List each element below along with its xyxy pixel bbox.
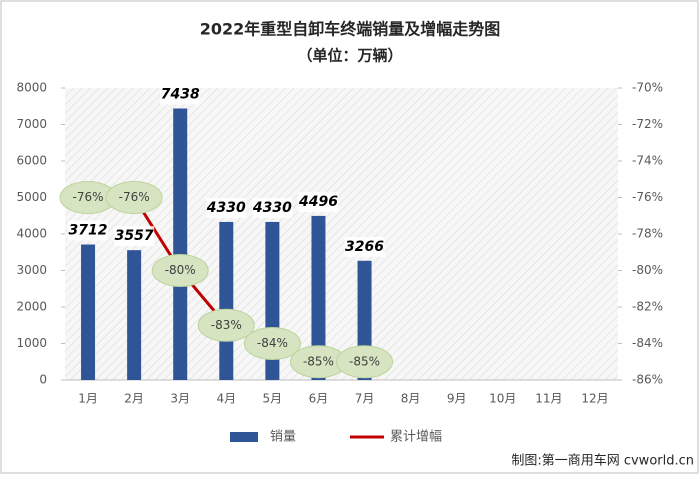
x-tick-label: 4月: [216, 392, 236, 406]
x-tick-label: 5月: [263, 392, 283, 406]
bar: [311, 215, 326, 380]
value-label: 4330: [206, 200, 246, 216]
y2-tick-label: -70%: [632, 81, 663, 95]
y-tick-label: 0: [39, 373, 47, 387]
value-label: -80%: [165, 263, 196, 277]
bar: [173, 108, 188, 380]
value-label: 3712: [69, 223, 108, 239]
value-label: -85%: [303, 354, 334, 368]
value-label: -84%: [257, 336, 288, 350]
y-tick-label: 2000: [16, 300, 47, 314]
value-label-bubble: [105, 181, 163, 214]
bar: [219, 221, 234, 380]
y-tick-label: 4000: [16, 227, 47, 241]
y-tick-label: 6000: [16, 154, 47, 168]
value-label-bubble: [151, 254, 209, 287]
y2-tick-label: -74%: [632, 154, 663, 168]
legend-label: 累计增幅: [390, 430, 442, 445]
y2-tick-label: -78%: [632, 227, 663, 241]
y-tick-label: 7000: [16, 117, 47, 131]
bar: [127, 250, 142, 380]
value-label: -83%: [211, 318, 242, 332]
y2-tick-label: -84%: [632, 336, 663, 350]
value-label: 4496: [298, 194, 338, 210]
value-label-bubble: [336, 345, 394, 379]
x-tick-label: 8月: [401, 392, 421, 406]
value-label-box: [252, 197, 293, 218]
y-tick-label: 1000: [16, 336, 47, 350]
y-tick-label: 5000: [16, 190, 47, 204]
y-tick-label: 3000: [16, 263, 47, 277]
value-label: -85%: [349, 354, 380, 368]
x-tick-label: 11月: [535, 392, 562, 406]
value-label-box: [344, 236, 385, 257]
x-tick-label: 3月: [170, 392, 190, 406]
y2-tick-label: -82%: [632, 300, 663, 314]
value-label-box: [68, 220, 109, 241]
x-tick-label: 12月: [581, 392, 608, 406]
value-label-box: [114, 226, 155, 247]
value-label: -76%: [119, 190, 150, 204]
x-tick-label: 7月: [355, 392, 375, 406]
x-tick-label: 2月: [124, 392, 144, 406]
y2-tick-label: -76%: [632, 190, 663, 204]
value-label: 3266: [345, 239, 384, 255]
value-label: 7438: [161, 87, 200, 103]
legend-swatch: [230, 432, 258, 442]
value-label-box: [206, 197, 247, 218]
y-tick-label: 8000: [16, 81, 47, 95]
x-tick-label: 6月: [309, 392, 329, 406]
value-label: 4330: [252, 200, 292, 216]
bar: [81, 244, 96, 380]
chart-subtitle: （单位：万辆）: [297, 47, 402, 65]
x-tick-label: 10月: [489, 392, 516, 406]
chart-title: 2022年重型自卸车终端销量及增幅走势图: [200, 20, 501, 39]
value-label-bubble: [197, 308, 255, 342]
legend-label: 销量: [270, 430, 296, 445]
y2-tick-label: -86%: [632, 373, 663, 387]
value-label-box: [160, 84, 201, 105]
y2-tick-label: -80%: [632, 263, 663, 277]
value-label-bubble: [243, 327, 301, 360]
value-label: -76%: [73, 190, 104, 204]
value-label: 3557: [115, 228, 154, 244]
value-label-box: [298, 191, 339, 212]
x-tick-label: 9月: [447, 392, 467, 406]
x-tick-label: 1月: [78, 392, 98, 406]
y2-tick-label: -72%: [632, 117, 663, 131]
source: 制图:第一商用车网 cvworld.cn: [511, 453, 694, 469]
